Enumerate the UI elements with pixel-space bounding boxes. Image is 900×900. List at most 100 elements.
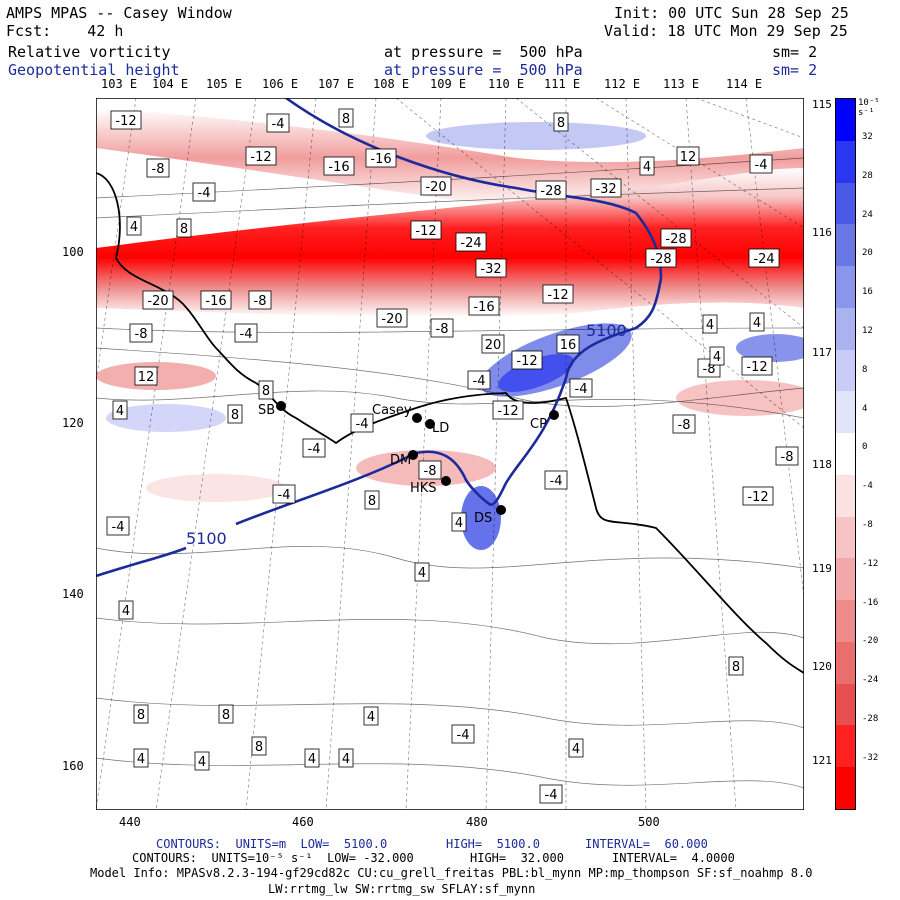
vorticity-label: 4 xyxy=(308,752,316,767)
y-tick-140: 140 xyxy=(62,587,84,601)
vorticity-label: -20 xyxy=(425,180,446,195)
colorbar-tick-label: 12 xyxy=(862,326,873,336)
colorbar-tick-label: -24 xyxy=(862,675,879,686)
vorticity-label-box xyxy=(467,370,491,390)
init-time: Init: 00 UTC Sun 28 Sep 25 xyxy=(614,4,849,22)
vorticity-label: 8 xyxy=(732,660,740,675)
footer-height-units: CONTOURS: UNITS=m LOW= 5100.0 xyxy=(156,837,388,851)
vorticity-label: -4 xyxy=(575,382,588,397)
vorticity-label-box xyxy=(742,486,774,506)
colorbar-tick-label: 4 xyxy=(862,403,868,414)
longitude-label: 108 E xyxy=(373,77,410,91)
longitude-label: 103 E xyxy=(101,77,138,91)
vorticity-label-box xyxy=(481,334,505,354)
height-contour-5100 xyxy=(96,98,663,578)
negative-vorticity-core xyxy=(146,474,286,502)
footer-height-high: HIGH= 5100.0 xyxy=(446,837,540,851)
station-marker-cp[interactable] xyxy=(549,410,559,420)
vorticity-label-box xyxy=(569,378,593,398)
vorticity-label: 20 xyxy=(485,338,502,353)
vorticity-label: -4 xyxy=(457,728,470,743)
vorticity-label: -12 xyxy=(746,360,767,375)
vorticity-label: -8 xyxy=(152,162,165,177)
vorticity-label: -8 xyxy=(781,450,794,465)
station-marker-hks[interactable] xyxy=(441,476,451,486)
colorbar-tick-label: -20 xyxy=(862,636,879,647)
vorticity-label-box xyxy=(133,748,149,768)
vorticity-label-box xyxy=(451,512,467,532)
colorbar xyxy=(835,98,856,810)
longitude-label: 113 E xyxy=(663,77,700,91)
vorticity-label: -20 xyxy=(381,312,402,327)
vorticity-label: -4 xyxy=(240,327,253,342)
colorbar-tick-label: 24 xyxy=(862,209,873,220)
vorticity-label: 8 xyxy=(262,384,270,399)
vorticity-label-box xyxy=(302,438,326,458)
vorticity-label: 8 xyxy=(368,494,376,509)
colorbar-swatch xyxy=(836,307,855,351)
station-marker-ld[interactable] xyxy=(425,419,435,429)
positive-vorticity-core xyxy=(736,334,804,362)
y-tick-160: 160 xyxy=(62,759,84,773)
vorticity-label: -4 xyxy=(272,117,285,132)
station-marker-casey[interactable] xyxy=(412,413,422,423)
station-marker-sb[interactable] xyxy=(276,401,286,411)
colorbar-swatch xyxy=(836,433,855,476)
vorticity-contours xyxy=(96,157,804,789)
vorticity-label-box xyxy=(245,146,277,166)
colorbar-units: 10⁻⁵ s⁻¹ xyxy=(858,98,880,118)
vorticity-label-box xyxy=(176,218,192,238)
vorticity-label: -32 xyxy=(480,262,501,277)
colorbar-tick-label: 20 xyxy=(862,248,873,259)
vorticity-label-box xyxy=(553,112,569,132)
vorticity-label-box xyxy=(258,380,274,400)
vorticity-label-box xyxy=(702,314,718,334)
vorticity-label: -8 xyxy=(436,322,449,337)
colorbar-swatch xyxy=(836,224,855,267)
vorticity-label: -4 xyxy=(308,442,321,457)
colorbar-swatch xyxy=(836,182,855,225)
vorticity-label: -20 xyxy=(147,294,168,309)
vorticity-band-main xyxy=(96,168,804,318)
vorticity-label-box xyxy=(749,154,773,174)
vorticity-label: 16 xyxy=(560,338,577,353)
vorticity-label: 8 xyxy=(342,112,350,127)
vorticity-label-box xyxy=(492,400,524,420)
vorticity-label-box xyxy=(110,110,142,130)
vorticity-label: 4 xyxy=(137,752,145,767)
vorticity-label: -4 xyxy=(550,474,563,489)
vorticity-label-box xyxy=(266,113,290,133)
vorticity-label-box xyxy=(350,413,374,433)
vorticity-label-box xyxy=(133,704,149,724)
station-marker-dm[interactable] xyxy=(408,450,418,460)
colorbar-tick-label: 0 xyxy=(862,442,868,453)
longitude-label: 105 E xyxy=(206,77,243,91)
longitude-label: 110 E xyxy=(488,77,525,91)
vorticity-label-box xyxy=(218,704,234,724)
positive-vorticity-core xyxy=(498,354,574,392)
colorbar-tick-label: -8 xyxy=(862,520,873,530)
vorticity-label: -12 xyxy=(497,404,518,419)
vorticity-label: -16 xyxy=(328,160,349,175)
vorticity-label: -12 xyxy=(547,288,568,303)
station-label-ds: DS xyxy=(474,511,492,526)
colorbar-swatch xyxy=(836,516,855,559)
vorticity-label: 12 xyxy=(680,150,697,165)
vorticity-label-box xyxy=(251,736,267,756)
vorticity-label: -16 xyxy=(473,300,494,315)
vorticity-label: -4 xyxy=(112,520,125,535)
height-contour-label: 5100 xyxy=(186,529,227,548)
station-marker-ds[interactable] xyxy=(496,505,506,515)
vorticity-label-box xyxy=(544,470,568,490)
vorticity-label-box xyxy=(535,180,567,200)
vorticity-label: -4 xyxy=(198,186,211,201)
vorticity-label-box xyxy=(304,748,320,768)
footer-vort-units: CONTOURS: UNITS=10⁻⁵ s⁻¹ LOW= -32.000 xyxy=(132,851,414,865)
vorticity-label-box xyxy=(455,232,487,252)
vorticity-label-box xyxy=(192,182,216,202)
vorticity-label: -8 xyxy=(135,327,148,342)
colorbar-tick-label: -12 xyxy=(862,558,879,569)
station-label-casey: Casey xyxy=(372,403,412,418)
vorticity-label-box xyxy=(129,323,153,343)
